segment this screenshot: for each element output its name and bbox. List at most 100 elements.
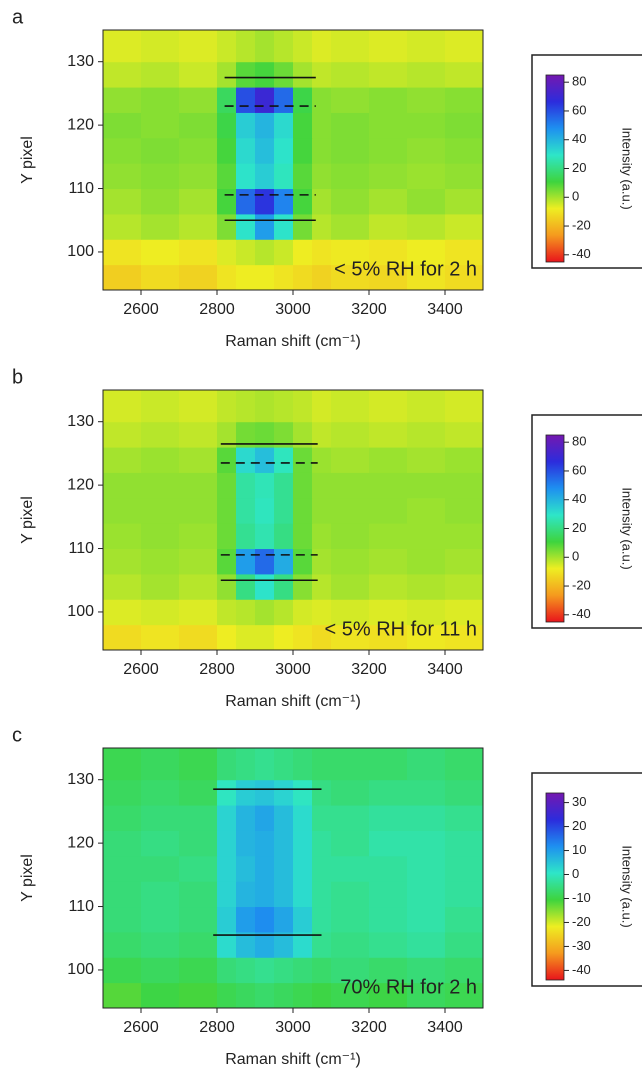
heatmap-cell xyxy=(312,855,332,882)
heatmap-cell xyxy=(179,447,218,473)
x-tick-label: 2600 xyxy=(123,661,159,678)
heatmap-cell xyxy=(236,573,256,600)
heatmap-cell xyxy=(445,548,484,575)
heatmap-cell xyxy=(274,264,294,291)
heatmap-cell xyxy=(141,523,180,550)
heatmap-cell xyxy=(217,112,237,139)
annotation: < 5% RH for 11 h xyxy=(325,618,477,640)
x-tick-label: 3000 xyxy=(275,1019,311,1036)
heatmap-cell xyxy=(312,137,332,164)
heatmap-cell xyxy=(369,163,408,190)
heatmap-cell xyxy=(179,855,218,882)
heatmap-cell xyxy=(369,112,408,139)
heatmap-cell xyxy=(312,957,332,984)
heatmap-cell xyxy=(236,982,256,1009)
heatmap-cell xyxy=(217,30,237,63)
heatmap-cell xyxy=(312,30,332,63)
heatmap-cell xyxy=(274,573,294,600)
x-tick-label: 2800 xyxy=(199,301,235,318)
heatmap-cell xyxy=(407,599,446,626)
heatmap-cell xyxy=(255,573,275,600)
heatmap-cell xyxy=(407,931,446,958)
heatmap-cell xyxy=(312,239,332,266)
heatmap-cell xyxy=(141,957,180,984)
heatmap-cell xyxy=(236,61,256,88)
heatmap-cell xyxy=(407,805,446,831)
heatmap-cell xyxy=(236,599,256,626)
heatmap-cell xyxy=(293,239,313,266)
heatmap-cell xyxy=(293,830,313,857)
heatmap-cell xyxy=(293,497,313,524)
heatmap-cell xyxy=(141,931,180,958)
heatmap-cell xyxy=(217,61,237,88)
colorbar-tick-label: 80 xyxy=(572,74,586,89)
heatmap-cell xyxy=(369,906,408,933)
heatmap-cell xyxy=(141,421,180,448)
heatmap-cell xyxy=(293,881,313,908)
heatmap-cell xyxy=(141,855,180,882)
heatmap-cell xyxy=(236,805,256,831)
heatmap-cell xyxy=(217,624,237,651)
heatmap-cell xyxy=(445,188,484,215)
heatmap-cell xyxy=(369,982,408,1009)
y-tick-label: 110 xyxy=(68,180,94,197)
heatmap-cell xyxy=(445,624,484,651)
heatmap-cell xyxy=(179,906,218,933)
heatmap-cell xyxy=(236,881,256,908)
heatmap-cell xyxy=(236,264,256,291)
heatmap-cell xyxy=(312,548,332,575)
heatmap-cell xyxy=(103,599,142,626)
heatmap-cell xyxy=(274,421,294,448)
heatmap-cell xyxy=(255,264,275,291)
heatmap-cell xyxy=(331,748,370,781)
heatmap-cell xyxy=(141,264,180,291)
heatmap-cell xyxy=(407,982,446,1009)
heatmap-cell xyxy=(274,497,294,524)
heatmap-cell xyxy=(141,548,180,575)
heatmap-cell xyxy=(293,624,313,651)
x-tick-label: 3200 xyxy=(351,1019,387,1036)
heatmap-cell xyxy=(179,264,218,291)
heatmap-cell xyxy=(293,523,313,550)
heatmap-cell xyxy=(407,112,446,139)
heatmap-cell xyxy=(331,390,370,423)
y-tick-label: 120 xyxy=(67,834,94,851)
heatmap-cell xyxy=(103,421,142,448)
colorbar-tick-label: 60 xyxy=(572,102,586,117)
heatmap-cell xyxy=(331,447,370,473)
heatmap-cell xyxy=(369,61,408,88)
heatmap-cell xyxy=(179,881,218,908)
heatmap-cell xyxy=(369,830,408,857)
heatmap-cell xyxy=(274,523,294,550)
y-tick-label: 130 xyxy=(67,53,94,70)
heatmap-cell xyxy=(312,748,332,781)
heatmap-cell xyxy=(369,447,408,473)
heatmap-cell xyxy=(331,548,370,575)
heatmap-cell xyxy=(217,748,237,781)
colorbar-tick-label: 80 xyxy=(572,434,586,449)
heatmap-cell xyxy=(445,748,484,781)
x-tick-label: 3200 xyxy=(351,301,387,318)
heatmap-cell xyxy=(407,830,446,857)
heatmap-cell xyxy=(103,447,142,473)
panel-label: a xyxy=(12,6,24,28)
heatmap-cell xyxy=(312,779,332,806)
heatmap-cell xyxy=(217,421,237,448)
heatmap-cell xyxy=(331,855,370,882)
heatmap-cell xyxy=(293,421,313,448)
heatmap-cell xyxy=(331,779,370,806)
heatmap-cell xyxy=(141,447,180,473)
heatmap-cell xyxy=(217,390,237,423)
heatmap-cell xyxy=(407,472,446,499)
heatmap-cell xyxy=(103,855,142,882)
heatmap-cell xyxy=(179,87,218,113)
heatmap-cell xyxy=(274,390,294,423)
heatmap-cell xyxy=(179,523,218,550)
heatmap-cell xyxy=(293,264,313,291)
heatmap-cell xyxy=(236,779,256,806)
heatmap-cell xyxy=(369,573,408,600)
heatmap-cell xyxy=(369,87,408,113)
heatmap-cell xyxy=(179,805,218,831)
heatmap-cell xyxy=(293,112,313,139)
heatmap-cell xyxy=(407,87,446,113)
